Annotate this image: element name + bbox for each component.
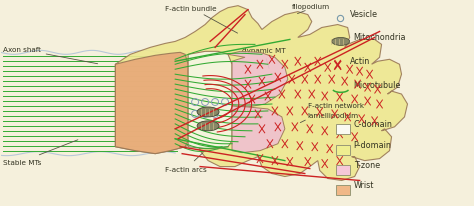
Text: Wrist: Wrist bbox=[354, 180, 374, 189]
Polygon shape bbox=[115, 53, 188, 154]
Text: Vesicle: Vesicle bbox=[350, 9, 378, 19]
Polygon shape bbox=[228, 52, 288, 108]
Bar bbox=[336, 145, 350, 155]
Polygon shape bbox=[115, 7, 408, 181]
Bar bbox=[336, 165, 350, 175]
Bar bbox=[336, 185, 350, 195]
Text: Microtubule: Microtubule bbox=[354, 81, 401, 90]
Ellipse shape bbox=[197, 121, 219, 131]
Text: Actin: Actin bbox=[350, 57, 370, 66]
Text: P-domain: P-domain bbox=[354, 140, 392, 149]
Bar bbox=[336, 125, 350, 135]
Text: C-domain: C-domain bbox=[354, 120, 392, 129]
Text: filopodium: filopodium bbox=[292, 4, 330, 10]
Text: F-actin bundle: F-actin bundle bbox=[165, 6, 237, 34]
Polygon shape bbox=[232, 107, 285, 153]
Text: lamellipodium: lamellipodium bbox=[308, 112, 359, 118]
Text: Stable MTs: Stable MTs bbox=[3, 140, 78, 165]
Text: T-zone: T-zone bbox=[354, 160, 380, 169]
Ellipse shape bbox=[197, 108, 219, 117]
Polygon shape bbox=[188, 52, 232, 149]
Text: Mitochondria: Mitochondria bbox=[354, 33, 406, 42]
Text: F-actin arcs: F-actin arcs bbox=[165, 153, 207, 172]
Text: Axon shaft: Axon shaft bbox=[3, 47, 98, 64]
Text: dynamic MT: dynamic MT bbox=[242, 48, 286, 69]
Ellipse shape bbox=[332, 38, 350, 46]
Text: F-actin network: F-actin network bbox=[308, 102, 364, 108]
